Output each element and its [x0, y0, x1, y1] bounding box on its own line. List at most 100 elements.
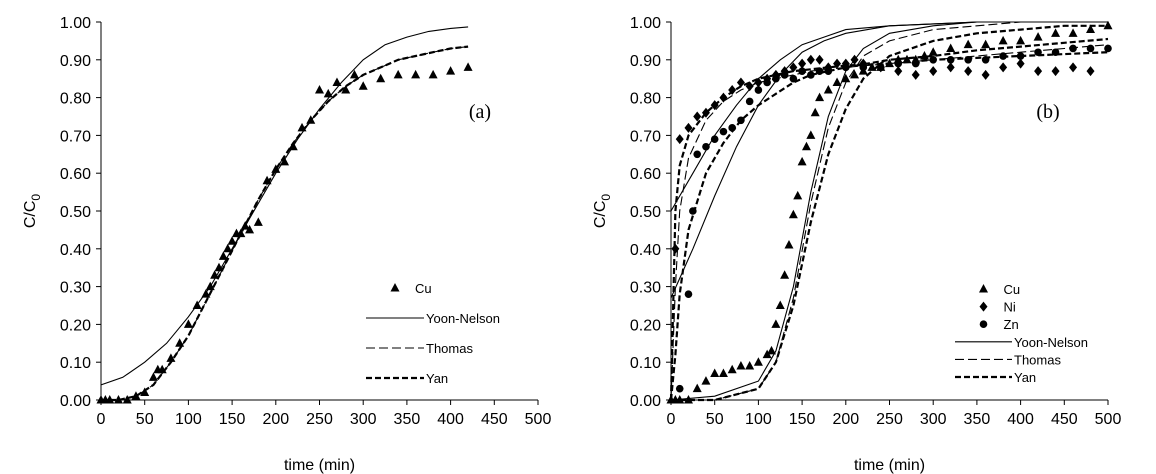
legend-item: Thomas	[366, 341, 473, 356]
data-point	[832, 77, 842, 86]
legend-label: Yan	[426, 371, 448, 386]
data-point	[929, 66, 938, 77]
y-tick-label: 0.10	[60, 355, 91, 372]
data-point	[788, 209, 798, 219]
data-point	[964, 66, 973, 77]
data-point	[701, 376, 711, 385]
x-tick-label: 300	[350, 411, 377, 428]
data-point	[1033, 32, 1043, 41]
data-point	[341, 85, 351, 94]
data-point	[806, 130, 816, 139]
x-tick-label: 450	[481, 411, 508, 428]
y-axis-title-main: C/C	[592, 201, 609, 229]
y-axis-title: C/C0	[592, 194, 613, 229]
data-point	[1016, 58, 1025, 69]
data-point	[876, 63, 885, 72]
data-point	[1069, 62, 1078, 73]
y-axis-title-main: C/C	[22, 201, 39, 229]
data-point	[227, 236, 237, 245]
data-point	[718, 368, 728, 378]
data-point	[762, 349, 772, 359]
y-tick-label: 0.10	[630, 355, 661, 372]
data-point	[253, 217, 263, 226]
y-tick-label: 0.90	[630, 53, 661, 70]
legend: Cu Yoon-Nelson Thomas Yan	[366, 281, 500, 386]
series-ni	[671, 54, 1095, 254]
data-point	[780, 270, 790, 279]
series-yan	[669, 37, 1109, 401]
chart-panel-b: 0.00 0.10 0.20 0.30 0.40 0.50 0.60 0.70 0.80 0.90…	[592, 15, 1121, 474]
y-tick-label: 0.20	[60, 317, 91, 334]
data-point	[719, 127, 728, 136]
data-point	[1034, 66, 1043, 77]
x-tick-label: 200	[262, 411, 289, 428]
data-point	[784, 240, 794, 249]
x-tick-label: 0	[97, 411, 106, 428]
y-tick-label: 1.00	[630, 15, 661, 32]
x-tick-label: 150	[219, 411, 246, 428]
data-point	[1069, 44, 1077, 53]
data-point	[675, 384, 684, 393]
data-point	[999, 62, 1008, 73]
data-point	[428, 69, 438, 79]
y-tick-label: 0.60	[60, 166, 91, 183]
legend-label: Ni	[1004, 300, 1016, 315]
legend-label: Cu	[415, 281, 432, 296]
legend-item: Yoon-Nelson	[366, 311, 500, 326]
data-point	[823, 85, 833, 94]
data-point	[175, 338, 185, 347]
series-thomas	[670, 44, 1109, 401]
x-tick-label: 150	[789, 411, 816, 428]
data-point	[998, 35, 1008, 45]
series-yoon-nelson	[100, 26, 469, 386]
data-point	[463, 62, 473, 71]
legend-label: Zn	[1004, 317, 1019, 332]
legend-label: Thomas	[426, 341, 473, 356]
data-point	[446, 66, 456, 75]
data-point	[218, 251, 228, 260]
x-axis-title: time (min)	[284, 457, 355, 474]
y-axis-title: C/C0	[22, 194, 43, 229]
x-tick-label: 100	[745, 411, 772, 428]
data-point	[223, 243, 233, 253]
legend-item: Yan	[366, 371, 448, 386]
panel-label: (a)	[469, 101, 491, 123]
data-point	[911, 69, 920, 80]
data-point	[754, 86, 763, 94]
series-thomas	[101, 46, 469, 401]
series-line	[100, 26, 469, 386]
data-point	[684, 122, 693, 133]
data-point	[702, 142, 710, 151]
data-point	[775, 300, 785, 309]
series-line	[669, 37, 1109, 401]
series-yan	[671, 24, 1108, 402]
data-point	[736, 360, 746, 370]
data-point	[727, 364, 737, 374]
data-point	[693, 111, 702, 122]
legend-item: Yan	[955, 370, 1036, 385]
x-tick-label: 300	[920, 411, 947, 428]
y-tick-label: 1.00	[60, 15, 91, 32]
data-point	[841, 73, 851, 83]
x-tick-label: 50	[136, 411, 154, 428]
y-tick-label: 0.80	[630, 91, 661, 108]
data-point	[850, 69, 860, 79]
y-tick-label: 0.30	[630, 280, 661, 297]
y-tick-label: 0.70	[630, 128, 661, 145]
legend-item: Thomas	[955, 352, 1061, 367]
data-point	[693, 150, 702, 159]
data-point	[771, 319, 781, 328]
y-tick-label: 0.80	[60, 91, 91, 108]
data-point	[767, 345, 777, 355]
data-point	[763, 78, 771, 87]
data-point	[1104, 44, 1112, 53]
legend-item: Zn	[979, 317, 1019, 332]
x-tick-label: 50	[706, 411, 724, 428]
data-point	[1086, 66, 1095, 77]
series-line	[101, 45, 469, 402]
legend-marker	[979, 301, 988, 312]
legend-item: Cu	[390, 281, 432, 296]
x-tick-label: 200	[832, 411, 859, 428]
chart-panel-a: 0.00 0.10 0.20 0.30 0.40 0.50 0.60 0.70 0.80 0.90…	[22, 15, 551, 474]
data-point	[793, 190, 803, 200]
